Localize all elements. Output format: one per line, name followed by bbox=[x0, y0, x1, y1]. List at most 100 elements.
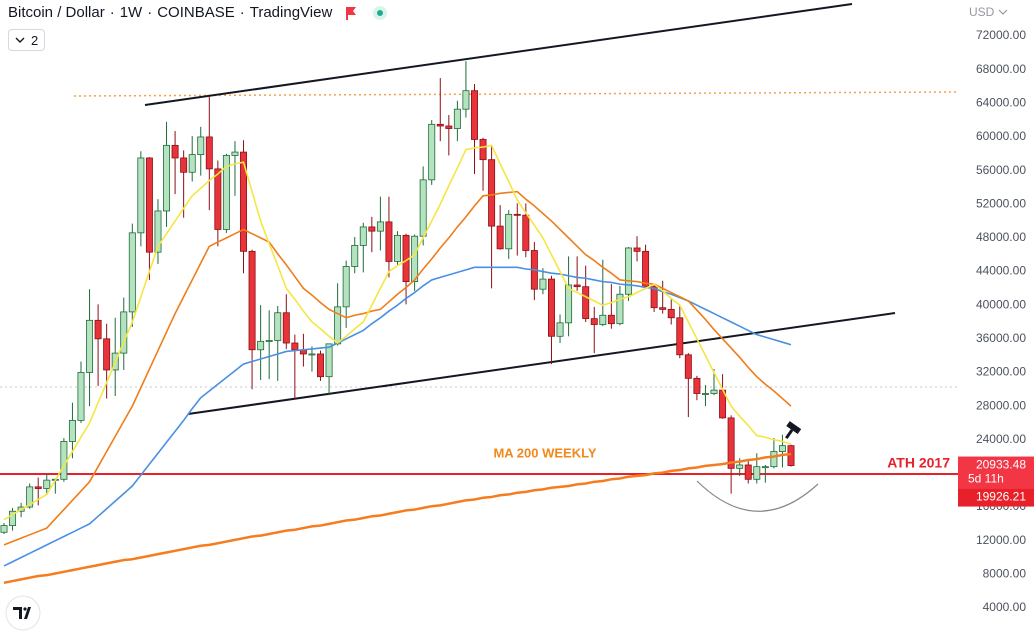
candle-body bbox=[693, 377, 701, 394]
candle-body bbox=[145, 157, 153, 253]
y-tick-label: 52000.00 bbox=[976, 196, 1026, 210]
status-dot bbox=[373, 5, 388, 20]
flag-icon[interactable] bbox=[344, 6, 358, 20]
candle-body bbox=[77, 372, 85, 421]
candle-body bbox=[274, 312, 282, 341]
y-tick-label: 4000.00 bbox=[983, 600, 1027, 614]
candle-body bbox=[231, 151, 239, 156]
candle-body bbox=[633, 247, 641, 252]
candle-body bbox=[436, 123, 444, 127]
countdown-label: 5d 11h bbox=[968, 472, 1004, 486]
candle-body bbox=[445, 125, 453, 129]
candle-body bbox=[0, 525, 8, 533]
price-line-value: 19926.21 bbox=[976, 490, 1026, 504]
candle-body bbox=[265, 340, 273, 342]
candle-body bbox=[650, 286, 658, 309]
candle-body bbox=[154, 210, 162, 253]
candle-body bbox=[308, 353, 316, 356]
currency-select[interactable]: USD bbox=[969, 5, 1008, 19]
currency: USD bbox=[969, 5, 995, 19]
candle-body bbox=[351, 245, 359, 267]
candle-body bbox=[34, 486, 42, 489]
y-tick-label: 72000.00 bbox=[976, 28, 1026, 42]
candle-body bbox=[9, 510, 17, 526]
annotation: MA 200 WEEKLY bbox=[493, 445, 596, 460]
source: TradingView bbox=[249, 4, 333, 21]
candle-body bbox=[744, 464, 752, 480]
candle-body bbox=[659, 307, 667, 310]
candle-body bbox=[257, 340, 265, 351]
candle-body bbox=[291, 342, 299, 351]
price-line-label: ATH 2017 bbox=[887, 455, 950, 471]
candle-body bbox=[539, 278, 547, 290]
separator: · bbox=[147, 4, 153, 21]
candle-body bbox=[282, 312, 290, 344]
last-price-box bbox=[958, 456, 1034, 489]
candle-body bbox=[325, 343, 333, 378]
chevron bbox=[15, 37, 25, 43]
candle-body bbox=[342, 266, 350, 308]
resistance-dotted-line bbox=[73, 91, 958, 97]
y-tick-label: 40000.00 bbox=[976, 297, 1026, 311]
separator: · bbox=[109, 4, 115, 21]
candle-body bbox=[43, 479, 51, 489]
candle-body bbox=[163, 144, 171, 212]
y-tick-label: 68000.00 bbox=[976, 62, 1026, 76]
candle-body bbox=[26, 486, 34, 508]
candle-body bbox=[428, 123, 436, 181]
layout-toggle[interactable]: 2 bbox=[8, 29, 46, 51]
drawings bbox=[0, 3, 958, 512]
candle-body bbox=[86, 319, 94, 373]
candle-body bbox=[411, 235, 419, 283]
candle-body bbox=[385, 221, 393, 262]
candle-body bbox=[727, 417, 735, 469]
candle-body bbox=[479, 139, 487, 161]
candle-body bbox=[171, 144, 179, 159]
layout-count: 2 bbox=[31, 32, 39, 48]
separator: · bbox=[239, 4, 245, 21]
hammer-icon bbox=[785, 421, 802, 440]
candle-body bbox=[753, 466, 761, 480]
candle-body bbox=[376, 221, 384, 232]
candle-body bbox=[120, 311, 128, 354]
candle-body bbox=[556, 322, 564, 337]
y-tick-label: 64000.00 bbox=[976, 95, 1026, 109]
candle-body bbox=[453, 108, 461, 129]
candle-body bbox=[197, 136, 205, 156]
ma-line bbox=[3, 144, 792, 521]
candle-body bbox=[462, 90, 470, 110]
candle-body bbox=[513, 213, 521, 216]
ma-line bbox=[3, 452, 792, 584]
candle-body bbox=[684, 354, 692, 379]
candle-body bbox=[710, 389, 718, 394]
candle-body bbox=[248, 250, 256, 351]
candle-body bbox=[488, 159, 496, 227]
y-tick-label: 48000.00 bbox=[976, 230, 1026, 244]
candle-body bbox=[205, 136, 213, 170]
ma-line bbox=[3, 190, 792, 546]
candle-body bbox=[590, 318, 598, 325]
candle-body bbox=[565, 284, 573, 324]
candle-body bbox=[616, 293, 624, 325]
interval: 1W bbox=[119, 4, 143, 21]
candle-body bbox=[642, 250, 650, 288]
candle-body bbox=[701, 393, 709, 395]
candle-body bbox=[222, 155, 230, 230]
candle-body bbox=[128, 232, 136, 313]
candle-body bbox=[103, 338, 111, 371]
symbol-title: Bitcoin / Dollar bbox=[8, 4, 105, 21]
candle-body bbox=[94, 319, 102, 340]
candle-body bbox=[736, 464, 744, 469]
candle-body bbox=[547, 278, 555, 337]
y-tick-label: 32000.00 bbox=[976, 365, 1026, 379]
y-tick-label: 60000.00 bbox=[976, 129, 1026, 143]
candle-body bbox=[607, 314, 615, 325]
candle-body bbox=[787, 445, 795, 466]
y-tick-label: 24000.00 bbox=[976, 432, 1026, 446]
y-tick-label: 36000.00 bbox=[976, 331, 1026, 345]
candle-body bbox=[761, 466, 769, 469]
y-tick-label: 56000.00 bbox=[976, 163, 1026, 177]
candle-body bbox=[599, 314, 607, 325]
candle-body bbox=[368, 226, 376, 232]
